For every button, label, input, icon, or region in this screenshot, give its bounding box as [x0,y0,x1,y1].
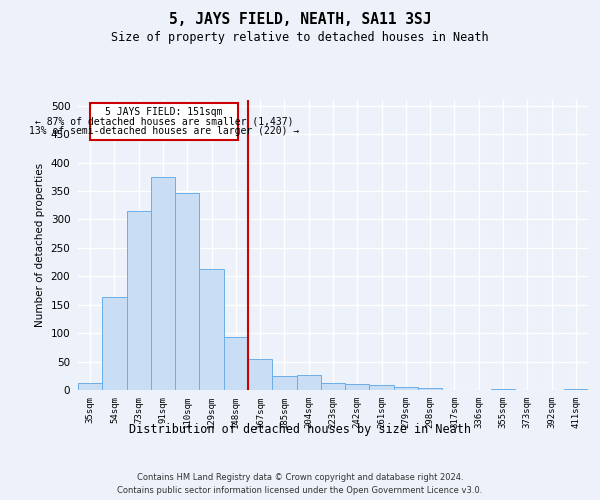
Bar [370,386,394,390]
Bar [127,211,151,390]
Bar [199,270,224,390]
Bar [78,382,102,390]
Text: Size of property relative to detached houses in Neath: Size of property relative to detached ho… [111,31,489,44]
Bar [491,389,515,390]
Text: Contains HM Land Registry data © Crown copyright and database right 2024.: Contains HM Land Registry data © Crown c… [137,472,463,482]
Bar [175,192,199,390]
Bar [394,387,418,390]
Bar [224,337,248,390]
Bar [102,298,127,390]
Text: 5 JAYS FIELD: 151sqm: 5 JAYS FIELD: 151sqm [106,108,223,118]
Bar [151,177,175,390]
Bar [418,388,442,390]
Bar [272,376,296,390]
Bar [321,382,345,390]
Text: 5, JAYS FIELD, NEATH, SA11 3SJ: 5, JAYS FIELD, NEATH, SA11 3SJ [169,12,431,28]
FancyBboxPatch shape [90,103,238,140]
Text: 13% of semi-detached houses are larger (220) →: 13% of semi-detached houses are larger (… [29,126,299,136]
Y-axis label: Number of detached properties: Number of detached properties [35,163,45,327]
Text: Distribution of detached houses by size in Neath: Distribution of detached houses by size … [129,422,471,436]
Bar [296,374,321,390]
Bar [248,360,272,390]
Bar [564,389,588,390]
Text: ← 87% of detached houses are smaller (1,437): ← 87% of detached houses are smaller (1,… [35,116,293,126]
Text: Contains public sector information licensed under the Open Government Licence v3: Contains public sector information licen… [118,486,482,495]
Bar [345,384,370,390]
